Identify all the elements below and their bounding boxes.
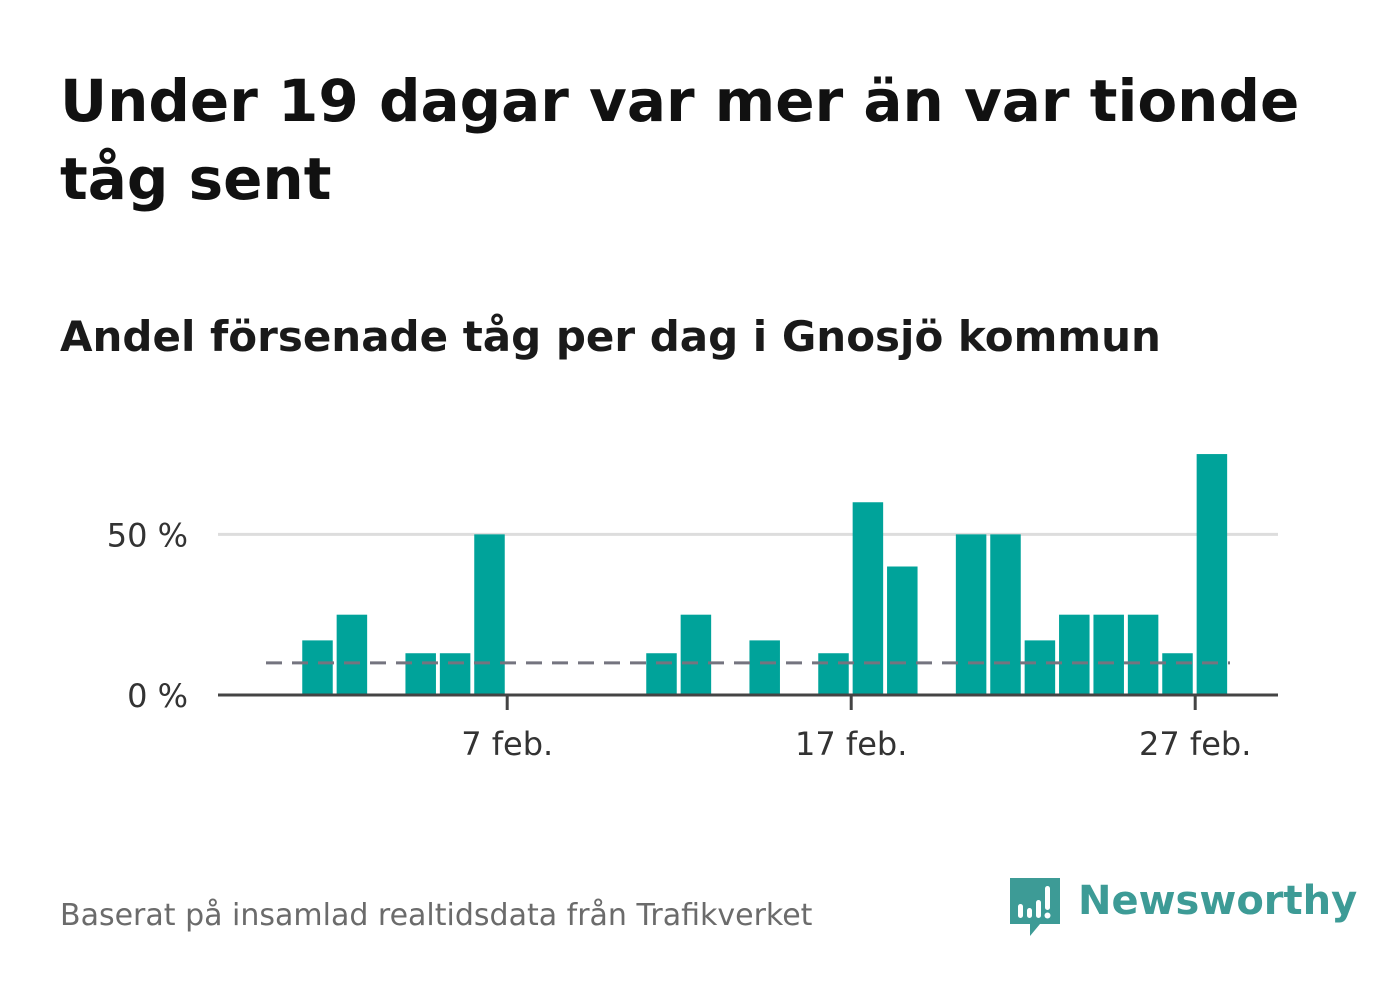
bar	[405, 653, 436, 695]
x-tick-label: 27 feb.	[1139, 725, 1251, 763]
axes	[218, 693, 1278, 710]
bar	[1059, 614, 1090, 695]
bar	[1162, 653, 1193, 695]
y-tick-label: 0 %	[127, 677, 188, 715]
chart-title: Under 19 dagar var mer än var tionde tåg…	[60, 67, 1300, 213]
bars	[302, 454, 1228, 695]
brand-name: Newsworthy	[1078, 878, 1358, 924]
chart-subtitle: Andel försenade tåg per dag i Gnosjö kom…	[60, 312, 1161, 361]
bar	[474, 534, 505, 695]
bar	[1196, 454, 1228, 695]
bar	[990, 534, 1021, 695]
bar	[336, 614, 368, 695]
newsworthy-logo-icon	[1010, 878, 1060, 936]
y-tick-label: 50 %	[107, 516, 188, 554]
x-tick-label: 17 feb.	[795, 725, 907, 763]
bar	[1093, 614, 1124, 695]
bar	[1127, 614, 1159, 695]
source-note: Baserat på insamlad realtidsdata från Tr…	[60, 898, 813, 933]
brand: Newsworthy	[1008, 876, 1357, 942]
bar	[646, 653, 677, 695]
bar	[818, 653, 849, 695]
x-tick-label: 7 feb.	[461, 725, 553, 763]
bar	[852, 502, 884, 695]
bar	[439, 653, 471, 695]
bar	[887, 566, 918, 695]
bar	[1024, 640, 1056, 695]
bar	[302, 640, 333, 695]
tick-labels: 0 % 50 % 7 feb. 17 feb. 27 feb.	[107, 516, 1252, 763]
bar	[955, 534, 987, 695]
bar	[749, 640, 780, 695]
bar	[680, 614, 712, 695]
